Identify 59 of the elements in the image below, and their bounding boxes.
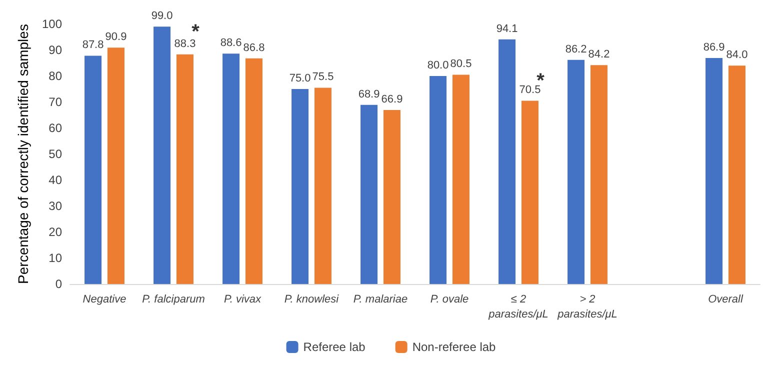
y-tick-label: 40: [48, 173, 62, 187]
bar: [222, 54, 240, 284]
y-tick-label: 50: [48, 147, 62, 161]
y-axis-title: Percentage of correctly identified samples: [15, 24, 31, 284]
bar: [84, 56, 102, 284]
x-tick-label: P. ovale: [430, 294, 469, 306]
data-label: 86.2: [565, 43, 587, 56]
bar: [706, 58, 723, 284]
x-tick-label: P. malariae: [353, 294, 408, 306]
bar: [154, 26, 171, 284]
legend-label: Non-referee lab: [412, 340, 496, 354]
x-tick-label: Overall: [708, 294, 744, 306]
data-label: 90.9: [105, 31, 127, 44]
data-label: 70.5: [519, 84, 541, 96]
data-label: 75.5: [312, 71, 334, 84]
data-label: 84.0: [726, 49, 748, 62]
data-label: 84.2: [588, 48, 610, 61]
data-label: 88.6: [220, 37, 242, 50]
x-tick-label: > 2 parasites/μL: [556, 294, 618, 320]
data-label: 99.0: [151, 10, 173, 22]
data-label: 80.5: [450, 58, 472, 70]
data-label: 80.0: [427, 60, 449, 72]
y-tick-label: 20: [48, 225, 62, 239]
bar: [521, 100, 538, 284]
data-label: 87.8: [82, 39, 104, 52]
y-tick-label: 60: [48, 121, 62, 135]
bar: [590, 65, 608, 284]
bar: [245, 58, 262, 284]
y-tick-label: 30: [48, 199, 62, 213]
x-tick-label: P. falciparum: [142, 294, 205, 306]
x-tick-label: ≤ 2 parasites/μL: [488, 294, 548, 320]
x-tick-label: P. vivax: [224, 294, 262, 306]
bar: [728, 66, 746, 284]
bar: [176, 54, 194, 284]
data-label: 68.9: [358, 88, 380, 100]
bar: [314, 88, 332, 284]
y-tick-label: 90: [48, 43, 62, 57]
data-label: 75.0: [289, 72, 311, 84]
data-label: 66.9: [381, 94, 403, 106]
y-tick-label: 70: [48, 95, 62, 109]
y-tick-label: 80: [48, 69, 62, 83]
bar: [568, 60, 585, 284]
bar: [107, 48, 124, 284]
x-tick-label: Negative: [82, 294, 126, 306]
bar: [292, 89, 309, 284]
bar: [430, 76, 447, 284]
legend-label: Referee lab: [303, 340, 366, 354]
data-label: 88.3: [174, 38, 196, 50]
bar: [360, 104, 378, 284]
data-label: 86.9: [703, 42, 725, 54]
data-label: 86.8: [243, 42, 265, 54]
bar: [452, 74, 470, 284]
x-tick-label: P. knowlesi: [284, 294, 340, 306]
y-tick-label: 10: [48, 251, 62, 265]
y-tick-label: 100: [42, 17, 62, 31]
data-label: 94.1: [496, 22, 518, 35]
bar: [383, 110, 400, 284]
y-tick-label: 0: [55, 277, 62, 291]
bar: [498, 39, 516, 284]
